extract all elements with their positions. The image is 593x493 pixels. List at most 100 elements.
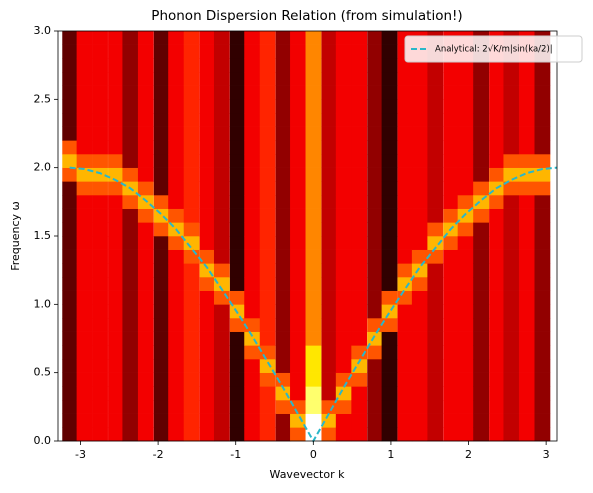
heatmap-cell xyxy=(108,331,124,346)
heatmap-cell xyxy=(397,263,413,278)
heatmap-cell xyxy=(108,154,124,168)
heatmap-cell xyxy=(183,154,200,168)
heatmap-cell xyxy=(321,140,337,155)
heatmap-cell xyxy=(213,31,230,45)
x-tick-label: 2 xyxy=(465,448,472,461)
heatmap-cell xyxy=(153,236,169,250)
heatmap-cell xyxy=(411,208,428,223)
heatmap-cell xyxy=(290,359,306,373)
heatmap-cell xyxy=(153,372,169,387)
heatmap-cell xyxy=(137,181,154,196)
heatmap-cell xyxy=(473,372,490,387)
heatmap-cell xyxy=(62,427,78,442)
heatmap-cell xyxy=(335,99,352,114)
legend-box xyxy=(404,35,583,63)
heatmap-cell xyxy=(62,31,78,45)
heatmap-cell xyxy=(290,99,306,114)
heatmap-cell xyxy=(213,427,230,442)
heatmap-cell xyxy=(367,386,383,401)
heatmap-cell xyxy=(381,167,398,182)
heatmap-cell xyxy=(244,181,261,196)
heatmap-cell xyxy=(351,304,368,319)
heatmap-cell xyxy=(229,222,245,237)
heatmap-cell xyxy=(503,236,520,250)
heatmap-cell xyxy=(275,181,291,196)
heatmap-cell xyxy=(351,167,368,182)
heatmap-cell xyxy=(534,359,551,373)
heatmap-cell xyxy=(534,263,551,278)
heatmap-cell xyxy=(229,31,245,45)
heatmap-cell xyxy=(411,345,428,360)
heatmap-cell xyxy=(259,99,276,114)
heatmap-cell xyxy=(351,140,368,155)
heatmap-cell xyxy=(199,126,215,141)
heatmap-cell xyxy=(489,263,505,278)
heatmap-cell xyxy=(489,236,505,250)
heatmap-cell xyxy=(199,85,215,100)
heatmap-cell xyxy=(275,222,291,237)
heatmap-cell xyxy=(290,263,306,278)
heatmap-cell xyxy=(367,290,383,305)
heatmap-cell xyxy=(397,304,413,319)
heatmap-cell xyxy=(443,113,459,127)
heatmap-cell xyxy=(168,236,185,250)
heatmap-cell xyxy=(199,400,215,414)
heatmap-cell xyxy=(367,304,383,319)
heatmap-cell xyxy=(259,372,276,387)
heatmap-cell xyxy=(305,236,322,250)
heatmap-cell xyxy=(443,318,459,332)
heatmap-cell xyxy=(321,222,337,237)
heatmap-cell xyxy=(335,44,352,59)
heatmap-cell xyxy=(305,208,322,223)
heatmap-cell xyxy=(62,126,78,141)
x-tick-label: 3 xyxy=(543,448,550,461)
heatmap-cell xyxy=(457,72,474,86)
heatmap-cell xyxy=(183,181,200,196)
heatmap-cell xyxy=(92,140,108,155)
heatmap-cell xyxy=(168,154,185,168)
heatmap-cell xyxy=(305,195,322,209)
heatmap-cell xyxy=(259,181,276,196)
heatmap-cell xyxy=(534,113,551,127)
heatmap-cell xyxy=(427,126,444,141)
heatmap-cell xyxy=(199,167,215,182)
heatmap-cell xyxy=(427,290,444,305)
heatmap-cell xyxy=(183,72,200,86)
heatmap-cell xyxy=(321,427,337,442)
heatmap-cell xyxy=(290,85,306,100)
heatmap-cell xyxy=(108,85,124,100)
heatmap-cell xyxy=(183,413,200,428)
heatmap-cell xyxy=(518,263,535,278)
heatmap-cell xyxy=(275,277,291,291)
heatmap-cell xyxy=(229,44,245,59)
heatmap-cell xyxy=(443,154,459,168)
heatmap-cell xyxy=(122,85,139,100)
heatmap-cell xyxy=(305,44,322,59)
heatmap-cell xyxy=(244,400,261,414)
heatmap-cell xyxy=(76,413,93,428)
heatmap-cell xyxy=(244,99,261,114)
heatmap-cell xyxy=(321,413,337,428)
heatmap-cell xyxy=(92,44,108,59)
heatmap-cell xyxy=(351,290,368,305)
heatmap-cell xyxy=(489,277,505,291)
heatmap-cell xyxy=(518,208,535,223)
heatmap-cell xyxy=(411,400,428,414)
heatmap-cell xyxy=(290,140,306,155)
heatmap-cell xyxy=(473,249,490,264)
heatmap-cell xyxy=(335,304,352,319)
heatmap-cell xyxy=(290,167,306,182)
heatmap-cell xyxy=(367,427,383,442)
heatmap-cell xyxy=(411,331,428,346)
heatmap-cell xyxy=(76,290,93,305)
heatmap-cell xyxy=(168,277,185,291)
heatmap-cell xyxy=(473,345,490,360)
heatmap-cell xyxy=(122,413,139,428)
heatmap-cell xyxy=(122,113,139,127)
heatmap-cell xyxy=(183,44,200,59)
heatmap-cell xyxy=(137,331,154,346)
heatmap-cell xyxy=(108,359,124,373)
heatmap-cell xyxy=(275,386,291,401)
heatmap-cell xyxy=(321,372,337,387)
heatmap-cell xyxy=(76,236,93,250)
